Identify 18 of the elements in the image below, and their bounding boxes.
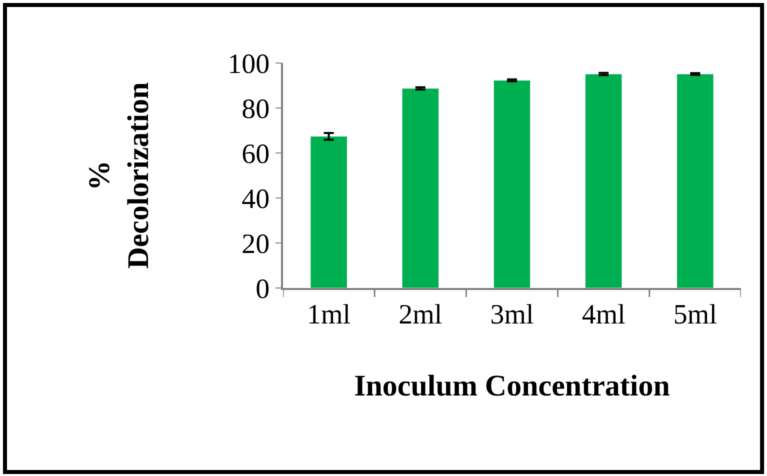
- x-tick-label: 2ml: [398, 299, 442, 330]
- y-tick-label: 20: [242, 228, 270, 260]
- bar: [585, 74, 622, 288]
- y-tick-label: 80: [242, 94, 270, 125]
- bar: [676, 74, 714, 288]
- x-axis-title: Inoculum Concentration: [354, 369, 670, 402]
- bar: [402, 88, 439, 288]
- x-tick-label: 5ml: [673, 299, 718, 330]
- bar: [310, 136, 348, 288]
- x-tick-label: 3ml: [490, 299, 534, 330]
- x-tick-label: 1ml: [307, 299, 351, 330]
- x-tick-label: 4ml: [582, 299, 626, 330]
- y-tick-label: 40: [242, 184, 270, 215]
- bar: [493, 80, 531, 288]
- y-tick-label: 100: [228, 48, 270, 80]
- y-axis-title: % Decolorization: [83, 82, 156, 269]
- y-tick-label: 0: [256, 274, 270, 305]
- y-tick-label: 60: [242, 138, 270, 170]
